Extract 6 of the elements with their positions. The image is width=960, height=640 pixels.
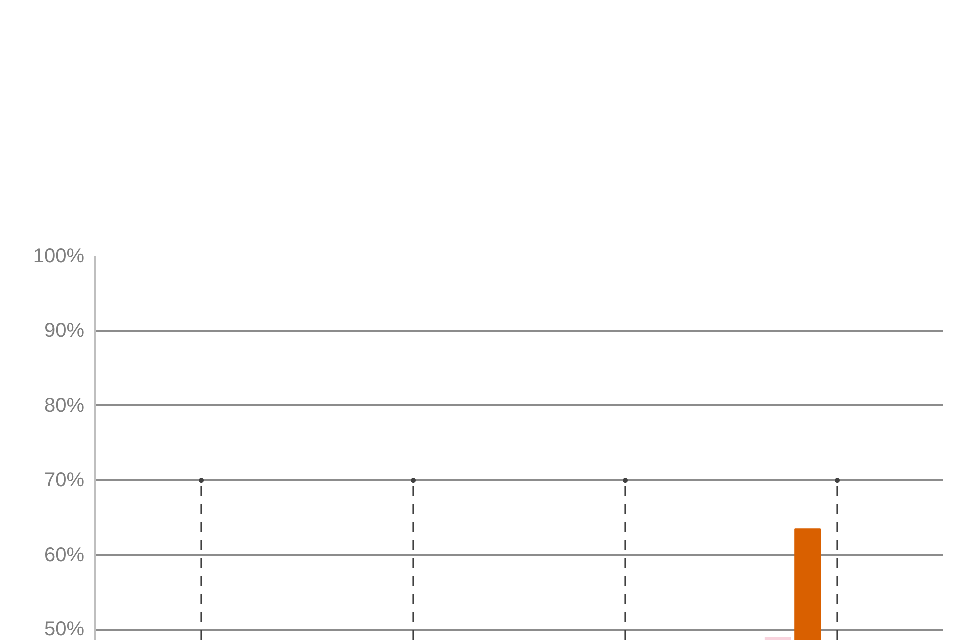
y-tick-label: 70% [44,470,85,492]
y-tick-label: 80% [44,394,85,417]
y-tick-label: 100% [33,246,85,268]
y-tick-label: 50% [44,618,85,640]
y-tick-label: 90% [44,320,85,342]
y-tick-label: 60% [44,544,85,566]
